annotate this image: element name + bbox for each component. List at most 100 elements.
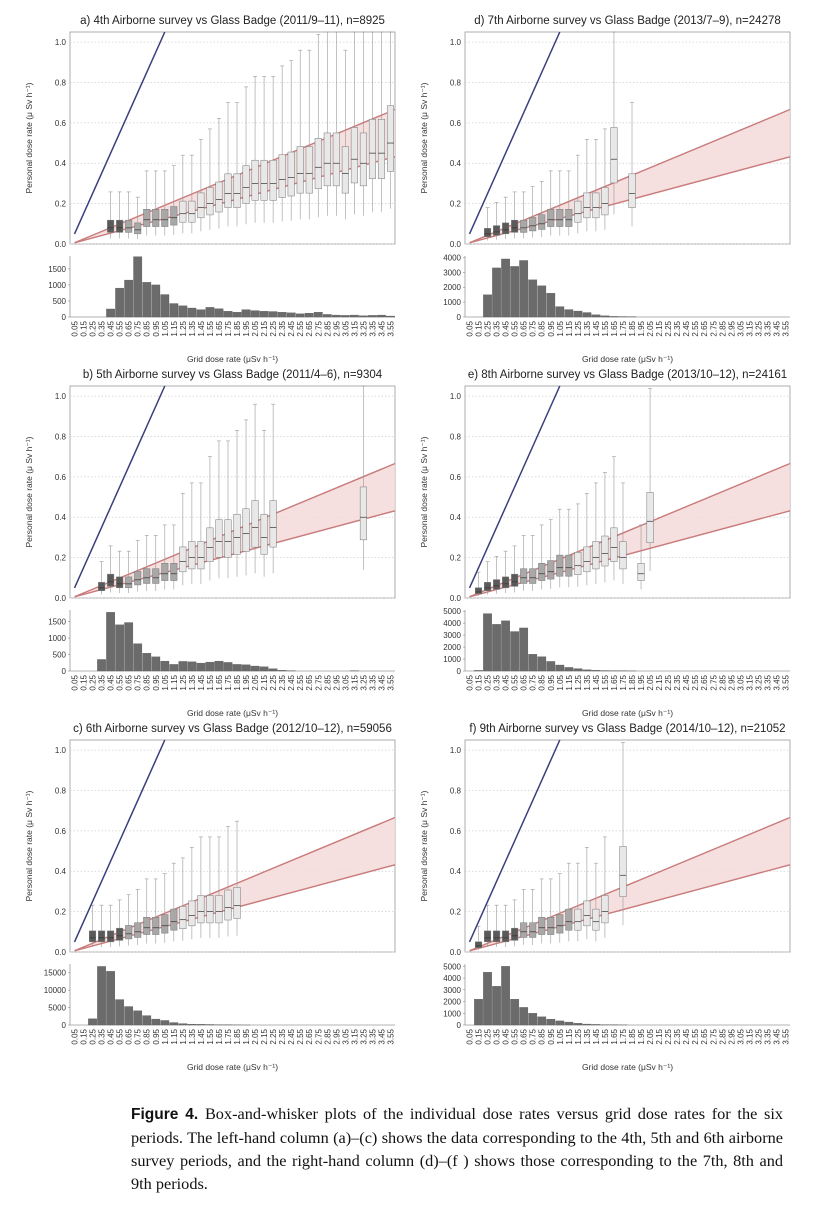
box <box>170 206 178 226</box>
x-tick-label: 2.65 <box>700 320 709 336</box>
box <box>386 105 394 172</box>
hist-bar <box>106 612 115 672</box>
hist-bar <box>223 311 233 318</box>
box <box>520 219 528 233</box>
y-tick-label: 0.4 <box>450 159 462 168</box>
x-tick-label: 1.95 <box>637 674 646 690</box>
chart-svg-f: f) 9th Airborne survey vs Glass Badge (2… <box>419 723 790 1072</box>
hist-tick-label: 5000 <box>443 607 461 616</box>
x-tick-label: 0.35 <box>98 320 107 336</box>
y-tick-label: 0.0 <box>55 594 67 603</box>
box <box>188 541 196 570</box>
box <box>583 900 591 927</box>
x-tick-label: 2.25 <box>269 674 278 690</box>
x-tick-label: 1.65 <box>215 674 224 690</box>
x-tick-label: 2.15 <box>260 320 269 336</box>
x-tick-label: 1.45 <box>197 320 206 336</box>
hist-bar <box>277 312 287 318</box>
x-tick-label: 2.75 <box>314 320 323 336</box>
x-axis-label: Grid dose rate (μSv h⁻¹) <box>187 1062 278 1072</box>
x-tick-label: 2.45 <box>287 1028 296 1044</box>
x-tick-label: 1.15 <box>565 320 574 336</box>
hist-bar <box>268 311 278 318</box>
hist-bar <box>295 313 305 318</box>
x-tick-label: 1.15 <box>170 320 179 336</box>
hist-tick-label: 1000 <box>443 1009 461 1018</box>
box <box>197 192 205 219</box>
y-axis-label: Personal dose rate (μ Sv h⁻¹) <box>419 82 429 193</box>
box <box>332 132 340 187</box>
x-tick-label: 2.15 <box>260 1028 269 1044</box>
hist-bar <box>205 307 215 318</box>
one-to-one-line <box>73 385 166 589</box>
x-tick-label: 2.95 <box>332 674 341 690</box>
x-tick-label: 0.65 <box>520 1028 529 1044</box>
hist-bar <box>133 256 143 318</box>
x-tick-label: 1.85 <box>628 320 637 336</box>
x-tick-label: 0.15 <box>475 1028 484 1044</box>
hist-bar <box>106 971 115 1026</box>
box <box>493 225 501 236</box>
box <box>529 922 537 938</box>
x-tick-label: 1.75 <box>224 674 233 690</box>
hist-bar <box>169 303 179 318</box>
hist-bar <box>286 312 296 318</box>
x-tick-label: 0.25 <box>484 674 493 690</box>
box <box>538 917 546 935</box>
hist-tick-label: 1000 <box>443 655 461 664</box>
y-tick-label: 0.6 <box>55 473 67 482</box>
hist-bar <box>582 669 592 672</box>
y-tick-label: 1.0 <box>55 746 67 755</box>
box <box>547 209 555 227</box>
box <box>161 209 169 227</box>
hist-bar <box>555 306 565 318</box>
x-tick-label: 3.25 <box>754 674 763 690</box>
box <box>368 119 376 179</box>
box <box>152 209 160 227</box>
x-tick-label: 0.85 <box>538 320 547 336</box>
hist-bar <box>546 293 556 318</box>
x-tick-label: 2.75 <box>314 1028 323 1044</box>
x-tick-label: 3.55 <box>386 320 395 336</box>
y-tick-label: 0.2 <box>450 200 462 209</box>
x-tick-label: 2.55 <box>691 1028 700 1044</box>
hist-tick-label: 5000 <box>443 962 461 971</box>
x-tick-label: 1.25 <box>574 674 583 690</box>
x-tick-label: 1.05 <box>556 320 565 336</box>
box <box>215 895 223 924</box>
x-tick-label: 2.95 <box>332 1028 341 1044</box>
x-tick-label: 1.25 <box>574 1028 583 1044</box>
x-tick-label: 1.85 <box>233 674 242 690</box>
x-tick-label: 3.05 <box>736 320 745 336</box>
x-tick-label: 0.05 <box>466 674 475 690</box>
box <box>197 895 205 924</box>
y-axis-label: Personal dose rate (μ Sv h⁻¹) <box>419 436 429 547</box>
x-tick-label: 1.95 <box>637 1028 646 1044</box>
box <box>224 889 232 921</box>
chart-title: c) 6th Airborne survey vs Glass Badge (2… <box>73 723 392 735</box>
hist-tick-label: 15000 <box>44 969 67 978</box>
hist-bar <box>474 670 483 672</box>
hist-bar <box>178 1023 188 1026</box>
hist-bar <box>124 622 134 672</box>
x-axis-label: Grid dose rate (μSv h⁻¹) <box>187 354 278 364</box>
x-tick-label: 2.95 <box>727 320 736 336</box>
x-tick-label: 0.15 <box>80 1028 89 1044</box>
x-tick-label: 2.35 <box>673 320 682 336</box>
x-tick-label: 0.25 <box>89 674 98 690</box>
one-to-one-line <box>468 385 561 589</box>
x-tick-label: 1.35 <box>583 1028 592 1044</box>
box <box>502 930 510 943</box>
x-tick-label: 0.85 <box>538 674 547 690</box>
hist-bar <box>250 310 260 318</box>
x-tick-label: 0.95 <box>152 320 161 336</box>
x-tick-label: 0.95 <box>152 674 161 690</box>
x-tick-label: 1.55 <box>601 320 610 336</box>
x-tick-label: 0.65 <box>125 1028 134 1044</box>
x-tick-label: 2.45 <box>682 674 691 690</box>
y-tick-label: 0.0 <box>55 948 67 957</box>
x-tick-label: 1.85 <box>628 1028 637 1044</box>
hist-tick-label: 3000 <box>443 631 461 640</box>
hist-bar <box>564 1021 574 1026</box>
x-tick-label: 2.85 <box>323 674 332 690</box>
